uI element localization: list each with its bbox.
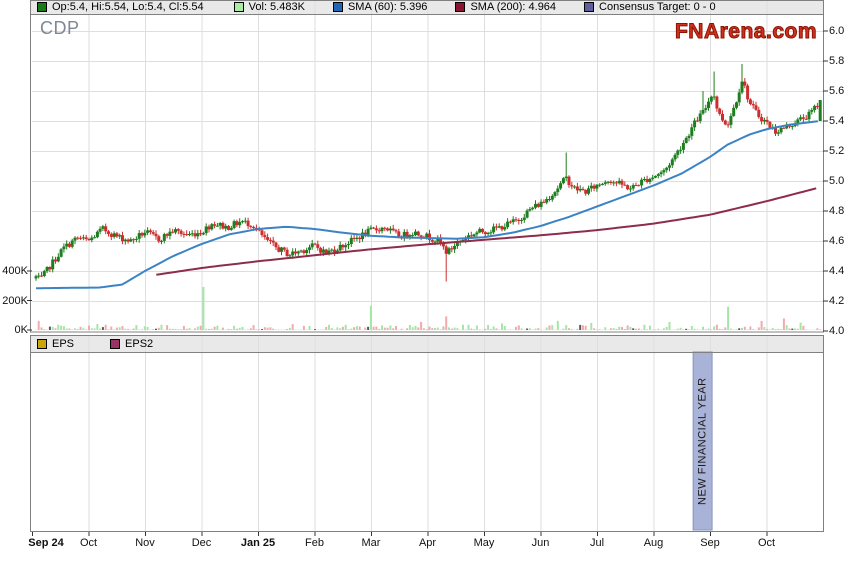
price-axis-tick-label: 4.2 — [829, 295, 845, 307]
fnarena-logo[interactable]: FNArena.com — [674, 20, 817, 44]
date-axis-tick-label: Jan 25 — [240, 537, 276, 549]
new-financial-year-band-label: NEW FINANCIAL YEAR — [696, 377, 709, 505]
price-axis-tick-label: 4.4 — [829, 265, 845, 277]
date-axis-tick-label: Dec — [191, 537, 212, 549]
price-axis-tick-label: 6.0 — [829, 25, 845, 37]
date-axis-tick-label: Jul — [589, 537, 605, 549]
volume-axis-tick-label: 400K — [2, 265, 28, 277]
ticker-symbol: CDP — [40, 18, 80, 38]
price-axis-tick-label: 5.6 — [829, 85, 845, 97]
date-axis-tick-label: Jun — [531, 537, 550, 549]
date-axis-tick-label: Apr — [418, 537, 437, 549]
date-axis-tick-label: Sep — [700, 537, 720, 549]
price-axis-tick-label: 4.0 — [829, 325, 845, 337]
price-axis-tick-label: 4.6 — [829, 235, 845, 247]
date-axis-tick-label: Nov — [135, 537, 155, 549]
date-axis-tick-label: Sep 24 — [28, 537, 64, 549]
price-axis-tick-label: 5.0 — [829, 175, 845, 187]
price-axis-tick-label: 5.2 — [829, 145, 845, 157]
date-axis-tick-label: Oct — [79, 537, 98, 549]
price-axis-tick-label: 4.8 — [829, 205, 845, 217]
volume-axis-tick-label: 0K — [14, 324, 28, 336]
date-axis-tick-label: Feb — [305, 537, 324, 549]
price-axis-tick-label: 5.8 — [829, 55, 845, 67]
date-axis-tick-label: May — [473, 537, 495, 549]
volume-axis-tick-label: 200K — [2, 294, 28, 307]
date-axis-tick-label: Oct — [757, 537, 776, 549]
date-axis-tick-label: Mar — [361, 537, 381, 549]
date-axis-tick-label: Aug — [643, 537, 664, 549]
price-axis-tick-label: 5.4 — [829, 115, 845, 127]
